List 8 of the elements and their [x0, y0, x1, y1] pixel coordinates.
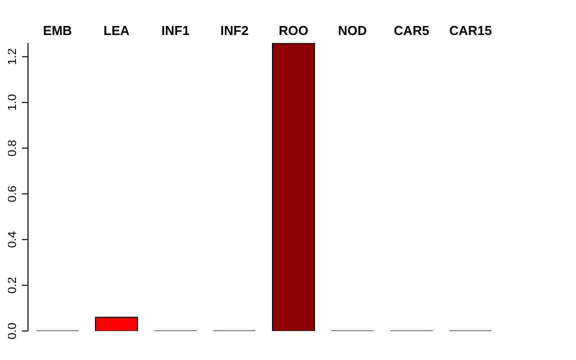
- x-tick-label: INF2: [220, 23, 249, 38]
- x-tick-label: CAR5: [394, 23, 430, 38]
- x-tick-label: NOD: [338, 23, 367, 38]
- x-tick-label: EMB: [43, 23, 72, 38]
- x-tick-label: CAR15: [449, 23, 492, 38]
- x-tick-label: ROO: [278, 23, 308, 38]
- x-tick-label: INF1: [161, 23, 190, 38]
- x-tick-label: LEA: [104, 23, 130, 38]
